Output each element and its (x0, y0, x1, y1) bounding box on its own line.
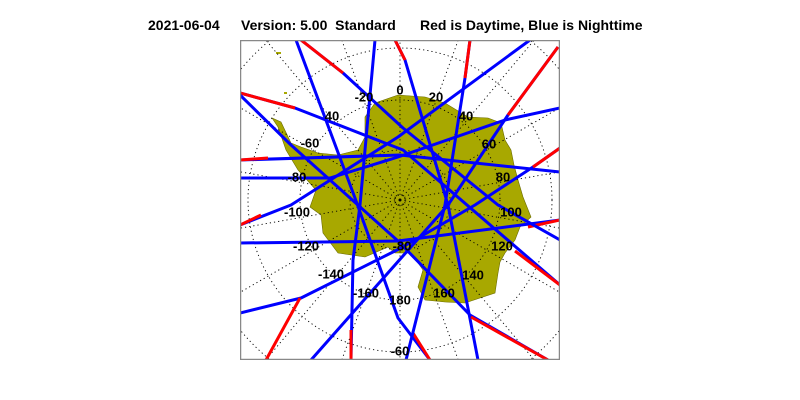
version-label: Version: 5.00 Standard (241, 17, 396, 33)
longitude-label: -100 (284, 204, 310, 219)
grid-labels: 0 20 40 60 80 100 120 140 160 180 -160 -140 -120 -100… (284, 82, 522, 358)
latitude-circle (247, 47, 553, 353)
night-track (349, 40, 377, 360)
day-track (514, 249, 560, 287)
day-track (240, 213, 262, 227)
longitude-label: 120 (491, 238, 513, 253)
antarctica-landmass (271, 52, 532, 304)
latitude-label-outer: -60 (391, 343, 410, 358)
day-track (240, 156, 269, 162)
longitude-label: 100 (500, 204, 522, 219)
longitude-label: 80 (496, 169, 510, 184)
day-track (393, 40, 407, 61)
night-track (240, 40, 531, 227)
meridian-line (240, 200, 396, 229)
longitude-label: 0 (396, 82, 403, 97)
longitude-label: 40 (325, 108, 339, 123)
longitude-label: -160 (353, 285, 379, 300)
longitude-label: 160 (433, 285, 455, 300)
antarctica-coastline (271, 94, 532, 304)
longitude-label: -140 (318, 266, 344, 281)
night-track (294, 40, 432, 360)
day-track (240, 91, 296, 110)
meridian-line (404, 107, 560, 198)
longitude-label: -20 (355, 89, 374, 104)
meridian-line (240, 107, 396, 198)
latitude-label-inner: -80 (393, 238, 412, 253)
day-track (411, 332, 432, 360)
longitude-label: 180 (389, 292, 411, 307)
date-label: 2021-06-04 (148, 17, 220, 33)
meridian-line (240, 171, 396, 200)
day-track (463, 40, 472, 79)
legend-text: Red is Daytime, Blue is Nighttime (420, 17, 643, 33)
meridian-line (404, 202, 560, 293)
longitude-label: 60 (482, 136, 496, 151)
south-pole-dot (398, 198, 402, 202)
orbit-tracks (240, 40, 560, 360)
latitude-circle (394, 194, 406, 206)
island (284, 92, 287, 94)
longitude-label: -60 (301, 135, 320, 150)
longitude-label: 140 (462, 267, 484, 282)
longitude-label: -80 (288, 169, 307, 184)
day-track (532, 146, 560, 169)
map-frame (240, 40, 560, 360)
longitude-label: 40 (459, 108, 473, 123)
longitude-label: -120 (293, 238, 319, 253)
day-track (506, 46, 560, 116)
day-track (300, 40, 344, 75)
night-track (240, 106, 560, 180)
longitude-label: 20 (429, 89, 443, 104)
latitude-circle (299, 99, 501, 301)
day-track (264, 297, 302, 360)
polar-map: 0 20 40 60 80 100 120 140 160 180 -160 -140 -120 -100… (240, 40, 560, 360)
day-track (470, 315, 549, 360)
island (276, 52, 281, 54)
meridian-line (404, 171, 560, 200)
meridian-line (265, 40, 398, 197)
